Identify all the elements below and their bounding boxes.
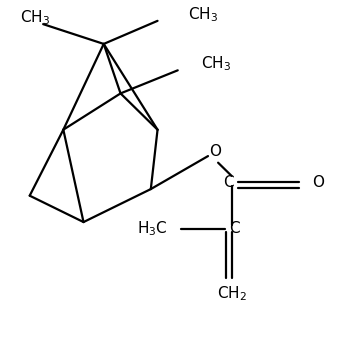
- Text: C: C: [229, 221, 240, 236]
- Text: CH$_3$: CH$_3$: [19, 8, 50, 27]
- Text: H$_3$C: H$_3$C: [137, 219, 168, 238]
- Text: CH$_3$: CH$_3$: [188, 5, 218, 24]
- Text: CH$_2$: CH$_2$: [216, 285, 247, 303]
- Text: CH$_3$: CH$_3$: [201, 54, 232, 73]
- Text: O: O: [312, 175, 324, 190]
- Text: O: O: [209, 144, 221, 159]
- Text: C: C: [223, 175, 234, 190]
